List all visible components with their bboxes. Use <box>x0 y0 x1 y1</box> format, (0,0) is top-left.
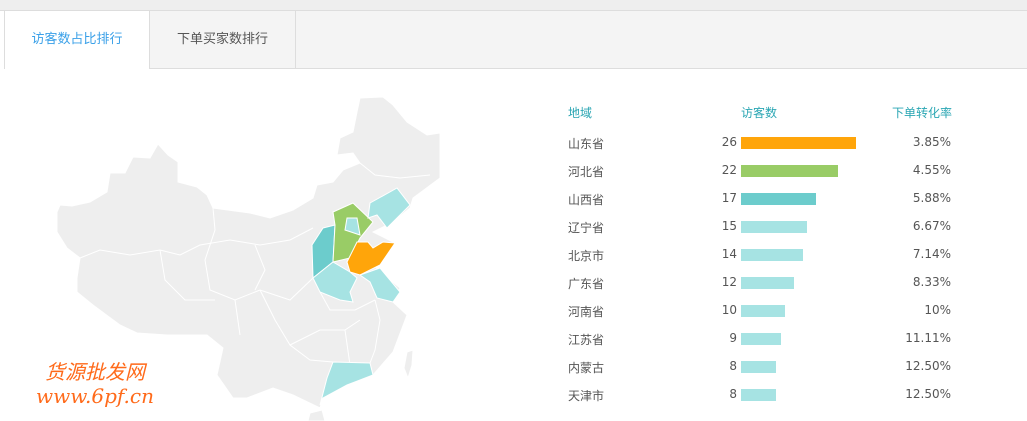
table-row: 山西省 17 5.88% <box>0 189 1027 209</box>
visitor-bar <box>741 361 777 373</box>
map-liaoning <box>367 187 411 229</box>
visitor-count: 12 <box>721 275 737 289</box>
conversion-rate: 6.67% <box>912 219 951 233</box>
china-map <box>56 96 441 421</box>
table-row: 北京市 14 7.14% <box>0 245 1027 265</box>
conversion-rate: 12.50% <box>905 387 951 401</box>
visitor-count: 26 <box>721 135 737 149</box>
visitor-bar <box>741 389 777 401</box>
visitor-bar <box>741 249 803 261</box>
conversion-rate: 3.85% <box>912 135 951 149</box>
conversion-rate: 8.33% <box>912 275 951 289</box>
map-shandong <box>346 241 396 276</box>
visitor-bar <box>741 137 856 149</box>
conversion-rate: 10% <box>924 303 951 317</box>
header-conversion: 下单转化率 <box>892 106 953 120</box>
visitor-count: 8 <box>729 359 737 373</box>
conversion-rate: 7.14% <box>912 247 951 261</box>
region-name: 山东省 <box>568 137 605 151</box>
table-row: 辽宁省 15 6.67% <box>0 217 1027 237</box>
visitor-bar <box>741 221 808 233</box>
visitor-bar <box>741 165 839 177</box>
map-beijing <box>344 217 361 236</box>
visitor-count: 22 <box>721 163 737 177</box>
map-guangdong <box>319 361 374 406</box>
tab-visitor-ranking[interactable]: 访客数占比排行 <box>5 11 150 69</box>
table-row: 河南省 10 10% <box>0 301 1027 321</box>
visitor-count: 14 <box>721 247 737 261</box>
region-name: 辽宁省 <box>568 221 605 235</box>
map-taiwan <box>403 349 414 380</box>
watermark-line1: 货源批发网 <box>45 360 145 384</box>
visitor-count: 15 <box>721 219 737 233</box>
region-name: 河北省 <box>568 165 605 179</box>
watermark: 货源批发网 www.6pf.cn <box>30 360 160 408</box>
map-henan <box>312 261 358 303</box>
region-name: 广东省 <box>568 277 605 291</box>
table-row: 广东省 12 8.33% <box>0 273 1027 293</box>
region-name: 山西省 <box>568 193 605 207</box>
watermark-line2: www.6pf.cn <box>36 384 154 408</box>
visitor-count: 9 <box>729 331 737 345</box>
table-row: 山东省 26 3.85% <box>0 133 1027 153</box>
header-visitors: 访客数 <box>741 106 778 120</box>
visitor-count: 8 <box>729 387 737 401</box>
table-row: 内蒙古 8 12.50% <box>0 357 1027 377</box>
conversion-rate: 11.11% <box>905 331 951 345</box>
top-bar <box>0 0 1027 11</box>
tab-bar: 访客数占比排行 下单买家数排行 <box>4 11 1027 69</box>
conversion-rate: 4.55% <box>912 163 951 177</box>
region-name: 北京市 <box>568 249 605 263</box>
table-row: 河北省 22 4.55% <box>0 161 1027 181</box>
visitor-bar <box>741 333 781 345</box>
region-name: 江苏省 <box>568 333 605 347</box>
visitor-bar <box>741 193 817 205</box>
table-row: 天津市 8 12.50% <box>0 385 1027 405</box>
tab-buyer-ranking[interactable]: 下单买家数排行 <box>150 11 296 68</box>
region-name: 河南省 <box>568 305 605 319</box>
visitor-bar <box>741 277 795 289</box>
region-name: 内蒙古 <box>568 361 605 375</box>
table-row: 江苏省 9 11.11% <box>0 329 1027 349</box>
map-hainan <box>307 409 326 421</box>
visitor-bar <box>741 305 786 317</box>
conversion-rate: 12.50% <box>905 359 951 373</box>
header-region: 地域 <box>568 106 593 120</box>
region-name: 天津市 <box>568 389 605 403</box>
map-jiangsu <box>358 267 401 303</box>
visitor-count: 17 <box>721 191 737 205</box>
visitor-count: 10 <box>721 303 737 317</box>
conversion-rate: 5.88% <box>912 191 951 205</box>
